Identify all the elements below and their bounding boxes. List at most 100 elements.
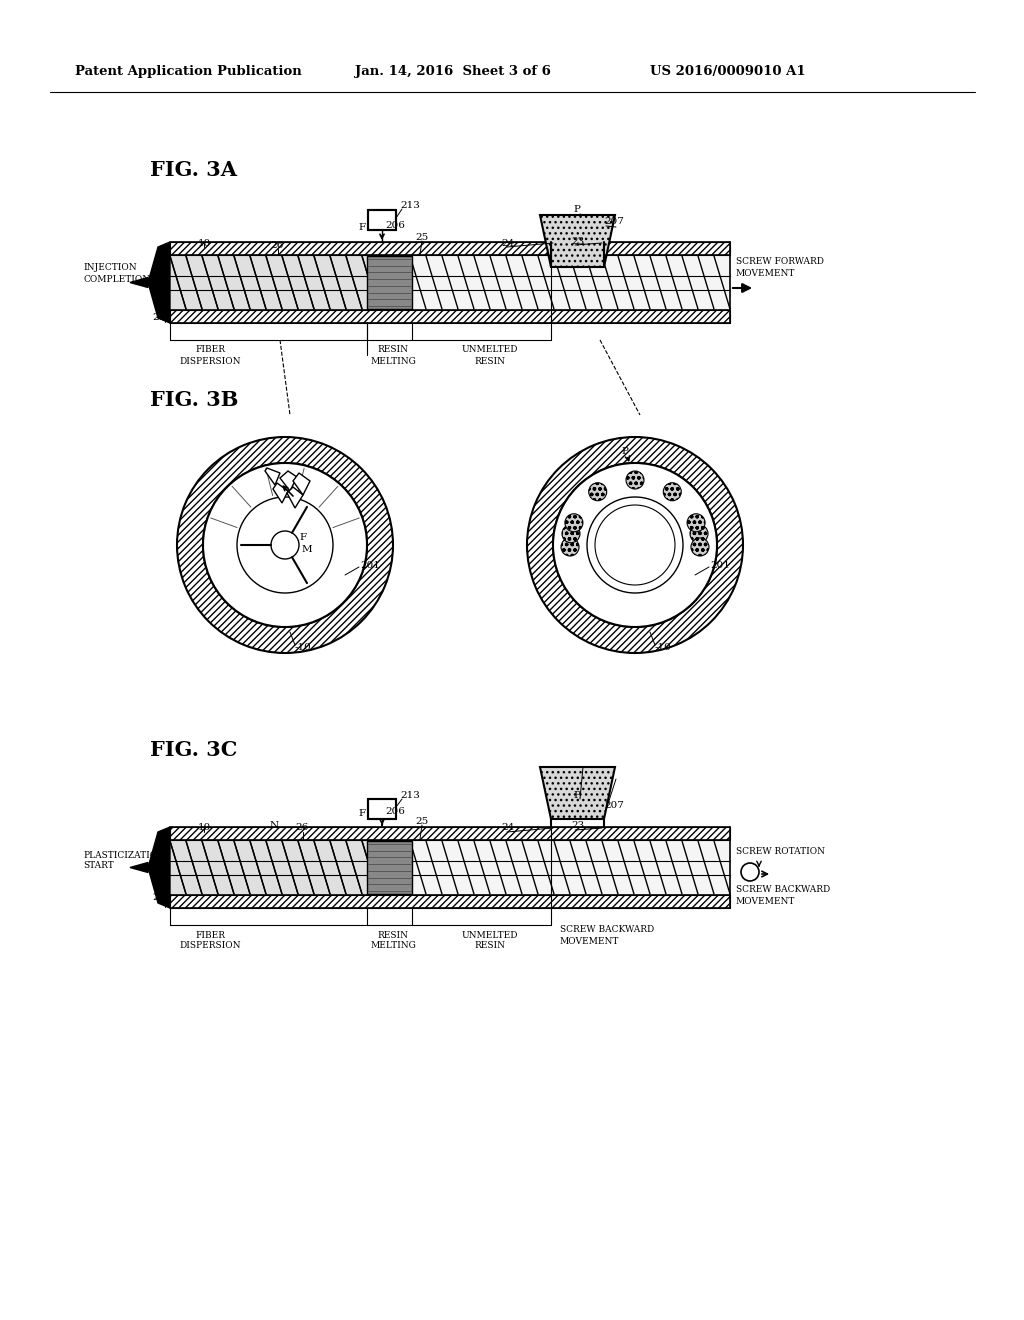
Text: F: F: [358, 809, 366, 818]
Text: DISPERSION: DISPERSION: [179, 941, 241, 950]
Text: Jan. 14, 2016  Sheet 3 of 6: Jan. 14, 2016 Sheet 3 of 6: [355, 66, 551, 78]
Text: 26: 26: [270, 242, 284, 251]
Bar: [170, 841, 730, 894]
Text: 10: 10: [198, 824, 211, 833]
Circle shape: [741, 863, 759, 880]
Text: P: P: [622, 446, 629, 455]
Text: FIG. 3A: FIG. 3A: [150, 160, 237, 180]
Text: COMPLETION: COMPLETION: [83, 275, 151, 284]
Bar: [170, 828, 730, 840]
Text: SCREW BACKWARD: SCREW BACKWARD: [736, 886, 830, 895]
Text: 25: 25: [415, 817, 428, 826]
Text: Patent Application Publication: Patent Application Publication: [75, 66, 302, 78]
Bar: [368, 799, 396, 818]
Circle shape: [565, 513, 583, 532]
Polygon shape: [287, 487, 303, 508]
Text: RESIN: RESIN: [378, 931, 409, 940]
Bar: [170, 310, 730, 323]
Text: 26: 26: [295, 824, 308, 833]
Text: 213: 213: [400, 791, 420, 800]
Text: MELTING: MELTING: [370, 356, 416, 366]
Text: 201: 201: [710, 561, 730, 569]
Text: 201: 201: [360, 561, 380, 569]
Text: SCREW FORWARD: SCREW FORWARD: [736, 257, 824, 267]
Text: 206: 206: [385, 807, 404, 816]
Circle shape: [595, 506, 675, 585]
Text: FIG. 3C: FIG. 3C: [150, 741, 238, 760]
Circle shape: [553, 463, 717, 627]
Text: 10: 10: [198, 239, 211, 248]
Circle shape: [690, 525, 708, 543]
Bar: [367, 841, 412, 894]
Text: 203: 203: [152, 314, 172, 322]
Circle shape: [626, 471, 644, 488]
Text: 206: 206: [385, 220, 404, 230]
Polygon shape: [540, 215, 615, 267]
Text: RESIN: RESIN: [474, 941, 506, 950]
Polygon shape: [148, 828, 170, 908]
Text: 24: 24: [501, 239, 514, 248]
Bar: [170, 256, 400, 309]
Circle shape: [589, 483, 606, 500]
Text: FIG. 3B: FIG. 3B: [150, 389, 239, 411]
Bar: [367, 256, 412, 309]
Text: -10: -10: [655, 644, 672, 652]
Circle shape: [587, 498, 683, 593]
Polygon shape: [265, 469, 280, 484]
Bar: [170, 242, 730, 255]
Text: SCREW BACKWARD: SCREW BACKWARD: [560, 925, 654, 935]
Text: 207: 207: [604, 218, 624, 227]
Text: UNMELTED: UNMELTED: [462, 346, 518, 355]
Text: MELTING: MELTING: [370, 941, 416, 950]
Text: 213: 213: [400, 201, 420, 210]
Bar: [170, 895, 730, 908]
Text: SCREW ROTATION: SCREW ROTATION: [736, 847, 825, 857]
Text: RESIN: RESIN: [474, 356, 506, 366]
Text: P: P: [573, 206, 580, 214]
Polygon shape: [280, 471, 297, 491]
Text: 207: 207: [604, 801, 624, 810]
Text: 203: 203: [152, 894, 172, 903]
Text: F: F: [299, 532, 306, 541]
Text: RESIN: RESIN: [378, 346, 409, 355]
Polygon shape: [293, 473, 310, 495]
Text: FIBER: FIBER: [195, 346, 225, 355]
Circle shape: [237, 498, 333, 593]
Polygon shape: [273, 483, 288, 503]
Text: US 2016/0009010 A1: US 2016/0009010 A1: [650, 66, 806, 78]
Circle shape: [562, 525, 580, 543]
Text: FIBER: FIBER: [195, 931, 225, 940]
Circle shape: [203, 463, 367, 627]
Bar: [170, 256, 730, 309]
Polygon shape: [540, 767, 615, 818]
Polygon shape: [130, 277, 148, 288]
Circle shape: [271, 531, 299, 558]
Text: DISPERSION: DISPERSION: [179, 356, 241, 366]
Text: 24: 24: [501, 824, 514, 833]
Text: F: F: [358, 223, 366, 232]
Circle shape: [561, 539, 579, 556]
Text: INJECTION: INJECTION: [83, 264, 136, 272]
Text: MOVEMENT: MOVEMENT: [736, 896, 796, 906]
Bar: [170, 841, 400, 894]
Text: PLASTICIZATION: PLASTICIZATION: [83, 850, 165, 859]
Circle shape: [664, 483, 681, 500]
Text: -10: -10: [295, 644, 311, 652]
Text: N: N: [270, 821, 280, 830]
Circle shape: [687, 513, 706, 532]
Polygon shape: [148, 242, 170, 323]
Text: MOVEMENT: MOVEMENT: [560, 936, 620, 945]
Circle shape: [691, 539, 709, 556]
Text: 201: 201: [150, 289, 170, 297]
Text: 23: 23: [571, 236, 585, 246]
Polygon shape: [130, 862, 148, 873]
Bar: [368, 210, 396, 230]
Text: MOVEMENT: MOVEMENT: [736, 268, 796, 277]
Text: 201: 201: [150, 870, 170, 879]
Text: 25: 25: [415, 234, 428, 243]
Text: UNMELTED: UNMELTED: [462, 931, 518, 940]
Text: P: P: [573, 791, 580, 800]
Text: START: START: [83, 862, 114, 870]
Text: M: M: [302, 545, 312, 554]
Text: 23: 23: [571, 821, 585, 830]
